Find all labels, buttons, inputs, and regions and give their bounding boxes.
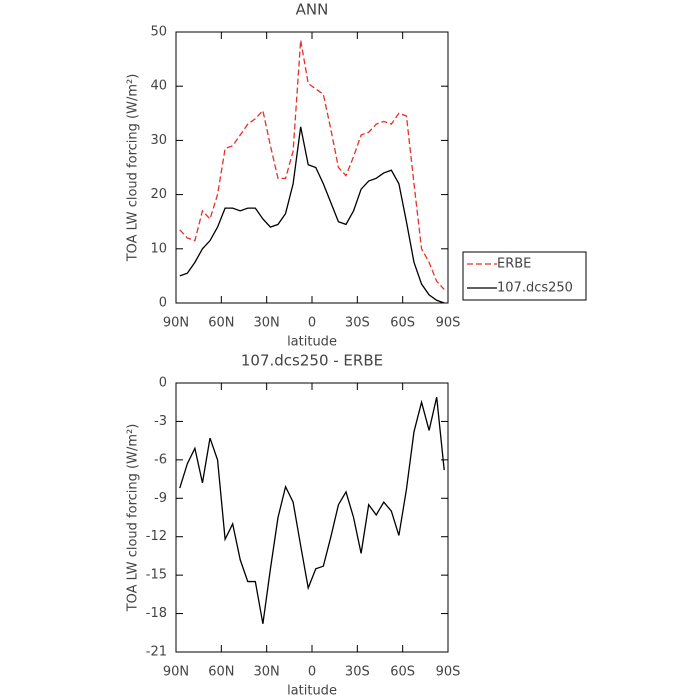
- x-tick-label: 30N: [254, 316, 280, 331]
- data-line: [179, 396, 445, 624]
- y-tick-label: -18: [146, 606, 167, 621]
- x-tick-label: 0: [308, 665, 316, 680]
- chart-title: 107.dcs250 - ERBE: [241, 352, 383, 370]
- y-tick-label: 0: [159, 376, 167, 391]
- data-line: [179, 126, 445, 304]
- y-tick-label: 50: [150, 25, 167, 40]
- legend-label: 107.dcs250: [497, 281, 573, 296]
- y-axis-label: TOA LW cloud forcing (W/m²): [126, 424, 141, 613]
- x-tick-label: 90S: [436, 665, 461, 680]
- x-tick-label: 30N: [254, 665, 280, 680]
- y-tick-label: -9: [154, 491, 167, 506]
- y-tick-label: 30: [150, 133, 167, 148]
- y-tick-label: -12: [146, 529, 167, 544]
- y-tick-label: 40: [150, 79, 167, 94]
- x-tick-label: 90N: [163, 316, 189, 331]
- legend-label: ERBE: [497, 257, 531, 272]
- x-tick-label: 90S: [436, 316, 461, 331]
- x-tick-label: 0: [308, 316, 316, 331]
- chart-title: ANN: [296, 1, 329, 19]
- plot-frame: [175, 31, 449, 304]
- x-axis-label: latitude: [287, 335, 337, 350]
- x-tick-label: 60S: [390, 665, 415, 680]
- x-tick-label: 30S: [345, 316, 370, 331]
- x-tick-label: 60N: [208, 316, 234, 331]
- data-line: [179, 40, 445, 290]
- y-tick-label: 10: [150, 241, 167, 256]
- x-tick-label: 60S: [390, 316, 415, 331]
- y-tick-label: -21: [146, 645, 167, 660]
- y-tick-label: -15: [146, 568, 167, 583]
- x-tick-label: 60N: [208, 665, 234, 680]
- y-tick-label: -6: [154, 452, 167, 467]
- x-tick-label: 90N: [163, 665, 189, 680]
- y-tick-label: 20: [150, 187, 167, 202]
- y-tick-label: -3: [154, 414, 167, 429]
- x-tick-label: 30S: [345, 665, 370, 680]
- plot-frame: [175, 382, 449, 653]
- x-axis-label: latitude: [287, 684, 337, 699]
- legend-box: [462, 251, 587, 301]
- y-axis-label: TOA LW cloud forcing (W/m²): [126, 74, 141, 263]
- y-tick-label: 0: [159, 296, 167, 311]
